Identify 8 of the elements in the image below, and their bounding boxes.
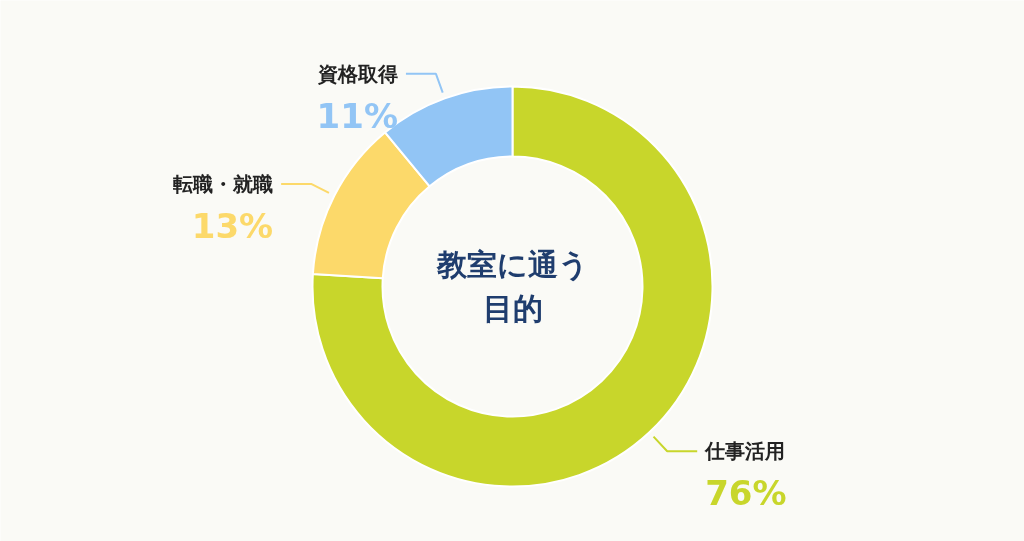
data-label: 11% [316, 95, 398, 136]
slice-label: 転職・就職 [173, 171, 274, 196]
text: 教室に通う [435, 247, 589, 282]
text: 目的 [482, 291, 543, 326]
data-label: 13% [191, 205, 274, 246]
slice-label: 仕事活用 [704, 439, 786, 464]
slice-label: 資格取得 [316, 61, 398, 86]
data-label: 76% [705, 473, 787, 514]
